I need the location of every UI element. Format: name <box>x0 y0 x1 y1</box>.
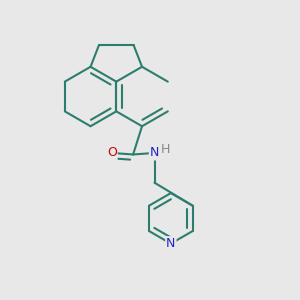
Text: O: O <box>107 146 117 160</box>
Text: N: N <box>150 146 159 160</box>
Text: H: H <box>161 143 170 156</box>
Text: N: N <box>166 237 176 250</box>
